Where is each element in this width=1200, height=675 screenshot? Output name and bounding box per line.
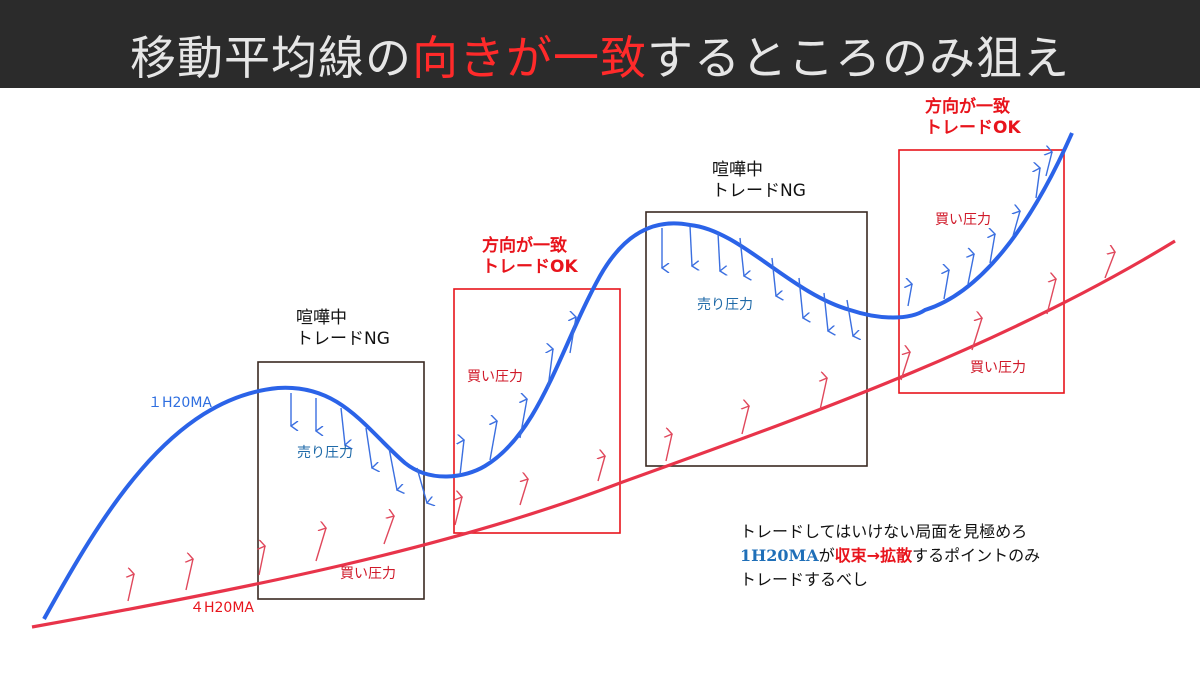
zone1-line1: 喧嘩中 — [296, 308, 347, 328]
up-arrow — [128, 574, 134, 602]
up-arrow — [570, 317, 576, 354]
zone1-box — [257, 361, 425, 600]
sell-pressure-label-2: 売り圧力 — [697, 297, 753, 313]
zone4-line1: 方向が一致 — [925, 97, 1010, 117]
sell-arrow — [388, 447, 397, 490]
note-line2: 1H20MAが収束→拡散するポイントのみ — [740, 544, 1040, 568]
up-arrow — [519, 479, 528, 506]
note-ga: が — [818, 546, 835, 565]
title-highlight: 向きが一致 — [412, 31, 647, 85]
note-line1: トレードしてはいけない局面を見極めろ — [740, 522, 1028, 541]
zone4-title: 方向が一致 トレードOK — [925, 97, 1021, 140]
sell-arrows-zone3 — [662, 225, 853, 336]
up-arrow — [1046, 279, 1056, 315]
note-line2-rest: するポイントのみ — [912, 546, 1041, 565]
sell-arrow — [340, 407, 345, 445]
up-arrow — [990, 234, 995, 264]
sell-arrow — [365, 427, 372, 468]
zone3-box — [645, 211, 868, 467]
title-part1: 移動平均線の — [130, 31, 412, 85]
note-line3: トレードするべし — [740, 570, 869, 589]
sell-arrow — [846, 299, 853, 336]
up-arrow — [259, 546, 265, 576]
zone3-line1: 喧嘩中 — [712, 160, 763, 180]
up-arrow — [820, 378, 827, 411]
up-arrow — [548, 349, 553, 389]
sell-pressure-label-1: 売り圧力 — [297, 445, 353, 461]
sell-arrow — [717, 232, 720, 271]
up-arrow — [460, 440, 464, 476]
sell-arrow — [798, 277, 803, 318]
buy-pressure-label-2: 買い圧力 — [467, 369, 523, 385]
up-arrow — [1013, 211, 1020, 237]
up-arrow — [383, 516, 394, 545]
sell-arrows-zone1 — [291, 393, 427, 503]
sell-arrow — [689, 225, 692, 266]
buy-pressure-label-4: 買い圧力 — [970, 360, 1026, 376]
up-arrow — [598, 456, 605, 482]
zone4-line2: トレードOK — [925, 118, 1021, 139]
note-ma-name: 1H20MA — [740, 546, 819, 565]
up-arrow — [1046, 152, 1052, 177]
buy-pressure-label-3: 買い圧力 — [935, 212, 991, 228]
buy-arrows-zone2-blue — [460, 317, 576, 476]
zone2-line2: トレードOK — [482, 257, 578, 278]
zone2-box — [453, 288, 621, 534]
up-arrow — [1036, 168, 1040, 199]
up-arrow — [742, 406, 749, 435]
ma-4h-label: ４H20MA — [190, 600, 254, 616]
up-arrow — [455, 497, 462, 526]
ma-diagram — [31, 132, 1176, 629]
title-part2: するところのみ狙え — [647, 31, 1070, 85]
buy-arrows-zone4-blue — [908, 152, 1052, 307]
buy-arrows-red — [128, 252, 1115, 602]
zone2-line1: 方向が一致 — [482, 236, 567, 256]
ma-1h-label: １H20MA — [148, 395, 212, 411]
up-arrow — [666, 434, 672, 462]
up-arrow — [1104, 252, 1115, 279]
zone4-box — [898, 149, 1065, 394]
up-arrow — [900, 352, 910, 381]
buy-pressure-label-1: 買い圧力 — [340, 566, 396, 582]
zone3-line2: トレードNG — [712, 181, 806, 202]
note-text: トレードしてはいけない局面を見極めろ 1H20MAが収束→拡散するポイントのみ … — [740, 520, 1040, 592]
up-arrow — [971, 318, 982, 351]
up-arrow — [520, 399, 527, 439]
up-arrow — [315, 528, 326, 562]
up-arrow — [968, 254, 974, 285]
up-arrow — [186, 559, 193, 591]
up-arrow — [944, 270, 949, 300]
sell-arrow — [823, 292, 828, 331]
zone2-title: 方向が一致 トレードOK — [482, 236, 578, 279]
diagram-panel: １H20MA ４H20MA 喧嘩中 トレードNG 売り圧力 買い圧力 方向が一致… — [0, 88, 1200, 675]
sell-arrow — [771, 257, 776, 296]
zone3-title: 喧嘩中 トレードNG — [712, 160, 806, 203]
sell-arrow — [416, 467, 427, 503]
zone1-line2: トレードNG — [296, 329, 390, 350]
up-arrow — [490, 421, 497, 461]
sell-arrow — [739, 237, 744, 276]
up-arrow — [908, 284, 912, 307]
ma-1h-line — [42, 132, 1074, 620]
page-title: 移動平均線の向きが一致するところのみ狙え — [0, 22, 1200, 88]
zone1-title: 喧嘩中 トレードNG — [296, 308, 390, 351]
note-converge-diverge: 収束→拡散 — [834, 546, 913, 565]
ma-4h-line — [31, 239, 1176, 629]
